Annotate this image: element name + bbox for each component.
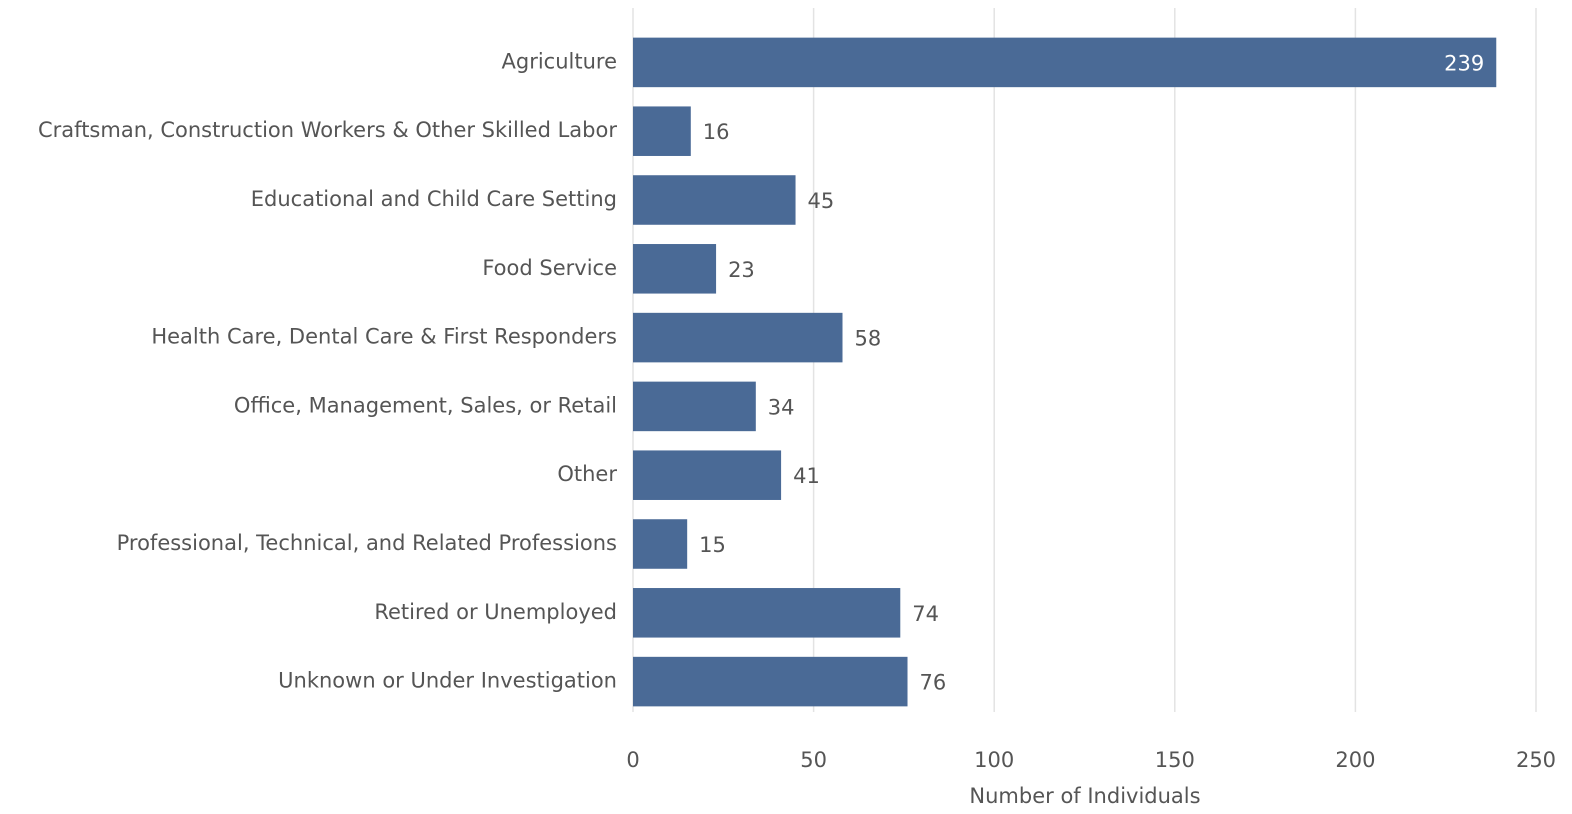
bar (633, 519, 688, 569)
x-tick-label: 100 (974, 748, 1014, 772)
bar (633, 381, 756, 432)
data-label: 15 (699, 533, 726, 557)
x-tick-label: 50 (800, 748, 827, 772)
data-label: 74 (912, 602, 939, 626)
bar (633, 106, 691, 156)
bar (633, 450, 782, 500)
data-label: 16 (703, 120, 730, 144)
data-label: 23 (728, 258, 755, 282)
x-tick-label: 250 (1516, 748, 1556, 772)
data-label: 58 (854, 327, 881, 351)
y-tick-label: Unknown or Under Investigation (278, 669, 617, 693)
y-tick-label: Food Service (482, 256, 617, 280)
data-label: 239 (1444, 51, 1484, 75)
bar (633, 244, 717, 294)
bar (633, 588, 901, 638)
bar (633, 37, 1497, 88)
data-label: 76 (920, 671, 947, 695)
y-tick-label: Professional, Technical, and Related Pro… (117, 531, 617, 555)
x-axis-label: Number of Individuals (969, 784, 1200, 808)
y-tick-label: Educational and Child Care Setting (251, 187, 617, 211)
x-tick-label: 0 (626, 748, 639, 772)
x-tick-label: 200 (1335, 748, 1375, 772)
bar (633, 656, 908, 707)
y-tick-label: Retired or Unemployed (374, 600, 617, 624)
y-tick-label: Office, Management, Sales, or Retail (234, 393, 617, 417)
data-label: 45 (808, 189, 835, 213)
y-tick-label: Other (557, 462, 617, 486)
data-label: 34 (768, 395, 795, 419)
y-tick-label: Agriculture (502, 49, 618, 73)
x-tick-label: 150 (1155, 748, 1195, 772)
y-tick-label: Health Care, Dental Care & First Respond… (151, 325, 617, 349)
y-tick-label: Craftsman, Construction Workers & Other … (38, 118, 617, 142)
data-label: 41 (793, 464, 820, 488)
bar (633, 175, 796, 225)
bar (633, 312, 843, 363)
